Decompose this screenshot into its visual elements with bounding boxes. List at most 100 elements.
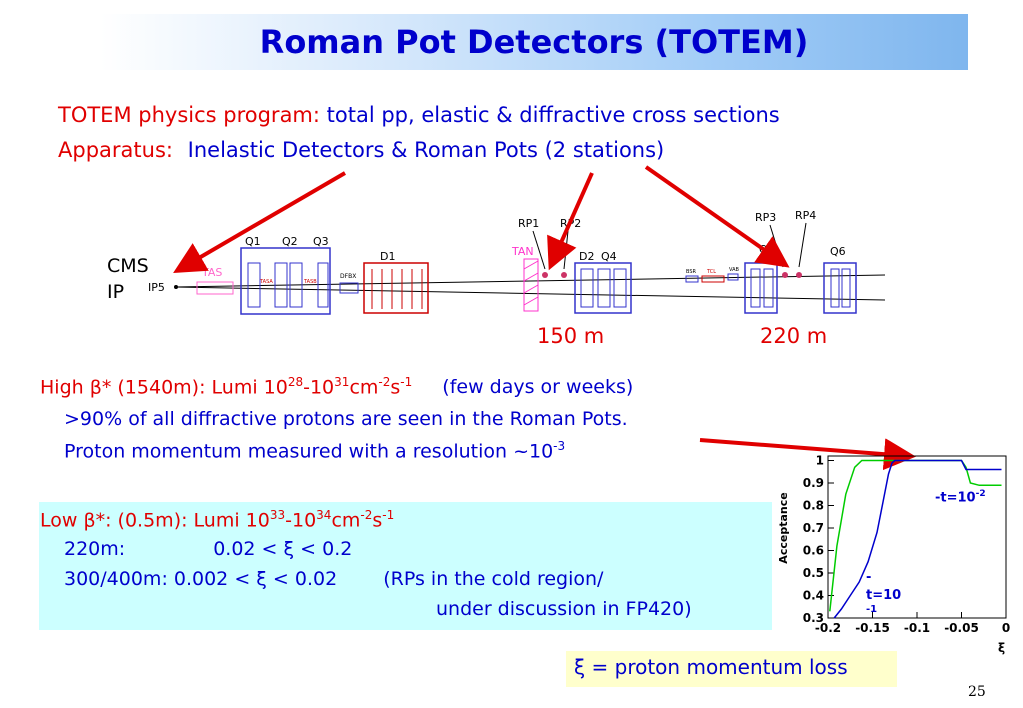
low-beta-line: Low β*: (0.5m): Lumi 1033-1034cm-2s-1	[40, 508, 394, 531]
xi-definition-box	[566, 651, 897, 687]
low-unit-cm: cm	[331, 509, 361, 532]
q2b-magnet	[289, 262, 303, 308]
d1-box	[363, 262, 429, 314]
range-300m-high: < 0.02	[266, 568, 338, 590]
t-annotation-1: -t=10-2	[935, 489, 986, 505]
y-tick-label: 0.3	[803, 611, 824, 625]
exp-minus2: -2	[378, 375, 391, 389]
chart-ylabel: Acceptance	[777, 492, 790, 563]
tan-hatch-3	[523, 284, 539, 294]
unit-cm: cm	[349, 376, 379, 399]
tas-box	[196, 281, 234, 295]
x-tick-label: 0	[1002, 621, 1010, 635]
range-220m: 220m: 0.02 < ξ < 0.2	[64, 538, 352, 560]
distance-150: 150 m	[537, 324, 605, 348]
t-annotation-1-exp: -2	[975, 489, 986, 499]
t-annotation-2-exp: -1	[866, 604, 878, 615]
exp-31: 31	[334, 375, 350, 389]
q1-q3-box	[240, 247, 331, 315]
cms-label: CMS	[107, 255, 149, 277]
x-tick-label: -0.05	[944, 621, 979, 635]
q2a-magnet	[274, 262, 288, 308]
beamline-diagram: IP5 TAS Q1 Q2 Q3 TASA TASB DFBX D1 TAN R…	[148, 165, 886, 315]
rp4-pointer	[798, 222, 807, 268]
title-bar: Roman Pot Detectors (TOTEM)	[100, 14, 968, 70]
t-annotation-2-base: t=10	[866, 588, 902, 603]
tcl-label: TCL	[706, 269, 716, 275]
q6a-magnet	[830, 268, 840, 308]
rp3-pot	[782, 272, 788, 278]
exp-minus1: -1	[400, 375, 413, 389]
range-300m: 300/400m: 0.002 < ξ < 0.02 (RPs in the c…	[64, 568, 603, 590]
q5b-magnet	[763, 268, 774, 308]
rp2-pot	[561, 272, 567, 278]
d2-magnet	[580, 268, 594, 308]
cold-region-note: (RPs in the cold region/	[383, 568, 604, 590]
tasa-label: TASA	[259, 279, 273, 285]
vab-label: VAB	[729, 267, 740, 273]
low-exp-33: 33	[269, 508, 286, 522]
ip5-label: IP5	[148, 281, 165, 294]
chart-axes	[827, 455, 1007, 619]
ip5-marker	[174, 285, 178, 289]
rp1-label: RP1	[518, 217, 539, 230]
dfbx-box	[339, 282, 359, 294]
physics-text: total pp, elastic & diffractive cross se…	[326, 103, 780, 127]
low-lumi-dash: -10	[285, 509, 317, 532]
beam-line-lower	[174, 286, 886, 301]
arrow-to-rp3	[644, 165, 790, 268]
xi-definition: ξ = proton momentum loss	[574, 655, 848, 679]
low-beta-lumi: *: (0.5m): Lumi 10	[95, 509, 270, 532]
acceptance-chart: Acceptance 1 0.9 0.8 0.7 0.6 0.5 0.4 0.3-0.2 -0.…	[777, 454, 1010, 656]
range-300m-xi: ξ	[256, 568, 267, 590]
q1-label: Q1	[245, 235, 261, 248]
x-tick-label: -0.2	[815, 621, 841, 635]
bsr-box	[685, 275, 699, 283]
q1-magnet	[247, 262, 261, 308]
arrow-to-chart	[699, 438, 916, 470]
q6b-magnet	[841, 268, 851, 308]
apparatus-line: Apparatus: Inelastic Detectors & Roman P…	[58, 138, 664, 162]
q4b-magnet	[613, 268, 627, 308]
low-beta-prefix: Low	[40, 509, 84, 532]
y-tick-label: 0.8	[803, 499, 824, 513]
q5-box	[744, 262, 778, 314]
bsr-label: BSR	[686, 269, 697, 275]
q6-box	[823, 262, 857, 314]
xi-definition-text: = proton momentum loss	[585, 655, 848, 679]
acceptance-series-2	[833, 459, 1002, 619]
xi-symbol: ξ	[574, 655, 586, 679]
page-number: 25	[968, 684, 986, 700]
physics-line: TOTEM physics program: total pp, elastic…	[58, 103, 780, 127]
beta-symbol: β	[89, 376, 102, 399]
vab-box	[727, 273, 739, 281]
ip-label: IP	[107, 281, 125, 303]
apparatus-text: Inelastic Detectors & Roman Pots (2 stat…	[187, 138, 665, 162]
range-300m-low: 300/400m: 0.002 <	[64, 568, 257, 590]
dfbx-label: DFBX	[340, 273, 356, 280]
d2-label: D2	[579, 250, 594, 263]
tan-box	[523, 258, 539, 312]
y-tick-label: 0.5	[803, 566, 824, 580]
y-tick-label: 0.9	[803, 476, 824, 490]
high-beta-line2: Proton momentum measured with a resoluti…	[64, 439, 565, 462]
y-tick-label: 0.4	[803, 589, 824, 603]
low-exp-minus2: -2	[360, 508, 373, 522]
apparatus-label: Apparatus:	[58, 138, 173, 162]
range-220m-label: 220m:	[64, 538, 126, 560]
y-tick-label: 1	[816, 454, 824, 468]
physics-label: TOTEM physics program:	[58, 103, 320, 127]
chart-xlabel: ξ	[998, 641, 1005, 655]
fp420-note: under discussion in FP420)	[436, 598, 692, 620]
tan-hatch-2	[523, 272, 539, 282]
unit-s: s	[390, 376, 401, 399]
high-beta-line: High β* (1540m): Lumi 1028-1031cm-2s-1 (…	[40, 375, 633, 398]
q5a-magnet	[750, 268, 761, 308]
beam-line-upper	[174, 274, 886, 288]
t-annotation-1-base: -t=10	[935, 490, 976, 506]
q3-magnet	[317, 262, 329, 308]
chart-ticks: 1 0.9 0.8 0.7 0.6 0.5 0.4 0.3-0.2 -0.15 -0.1 -0.05…	[803, 454, 1010, 636]
q4a-magnet	[597, 268, 611, 308]
resolution-exp: -3	[553, 439, 566, 453]
range-220m-high: < 0.2	[294, 538, 353, 560]
